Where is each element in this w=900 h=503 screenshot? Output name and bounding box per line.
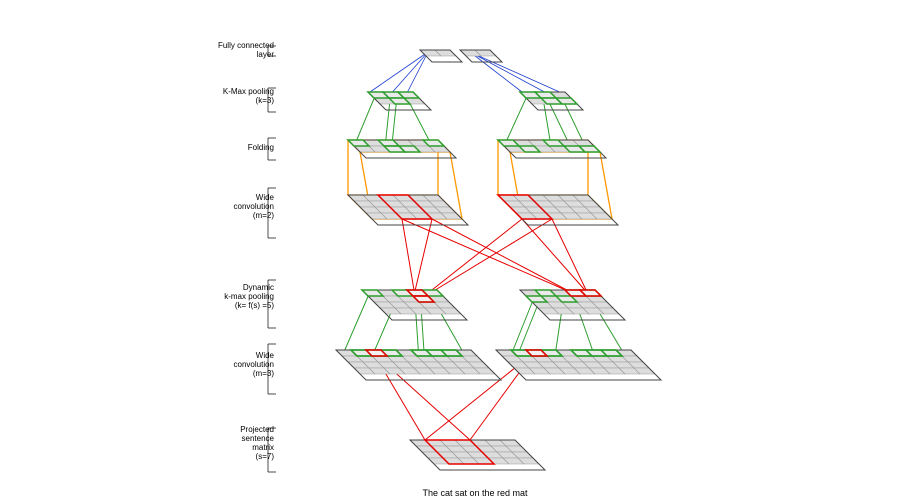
dcnn-diagram: Fully connectedlayerK-Max pooling(k=3)Fo… [0,0,900,503]
label: The cat sat on the red mat [422,488,528,498]
bg [0,0,900,503]
label: Folding [248,143,274,152]
